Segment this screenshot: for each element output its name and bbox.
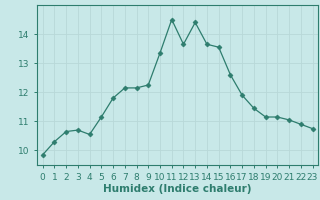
X-axis label: Humidex (Indice chaleur): Humidex (Indice chaleur) <box>103 184 252 194</box>
